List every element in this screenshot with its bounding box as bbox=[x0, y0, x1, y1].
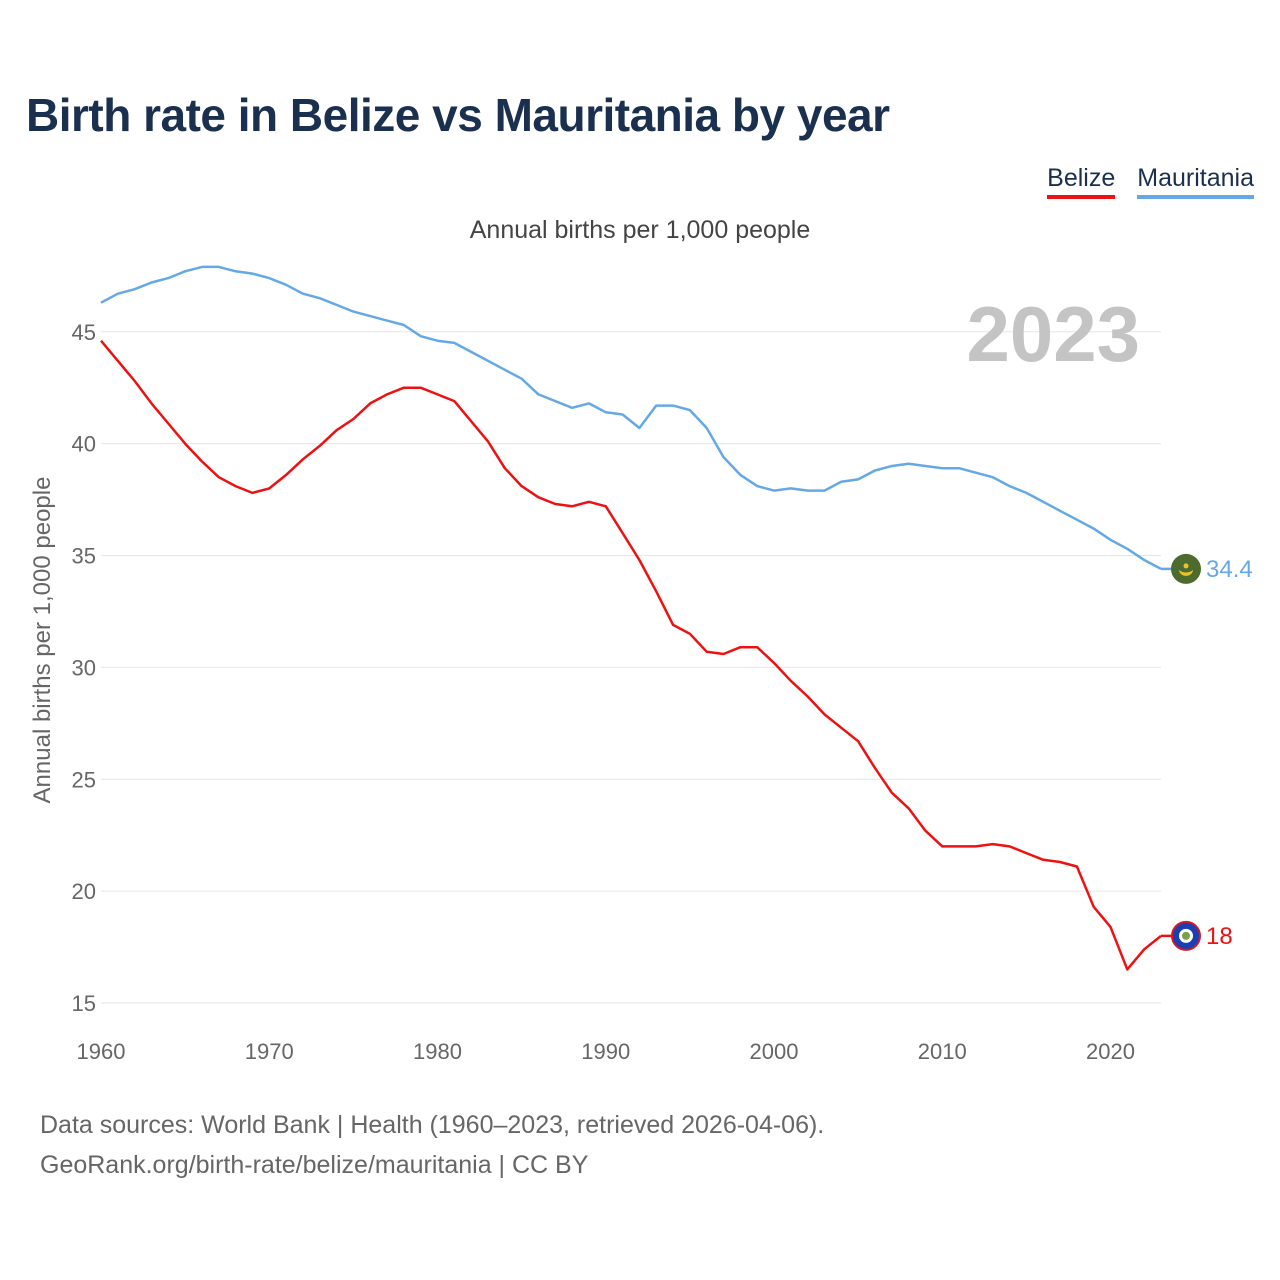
flag-circle bbox=[1171, 553, 1201, 584]
y-axis-label: Annual births per 1,000 people bbox=[29, 477, 56, 804]
x-tick-label: 1990 bbox=[581, 1039, 630, 1064]
legend-item-belize[interactable]: Belize bbox=[1047, 164, 1116, 199]
end-value-label-mauritania: 34.4 bbox=[1206, 556, 1253, 583]
x-tick-label: 1970 bbox=[245, 1039, 294, 1064]
y-tick-label: 45 bbox=[72, 320, 96, 345]
crescent-icon bbox=[1179, 569, 1193, 576]
x-tick-label: 2020 bbox=[1086, 1039, 1135, 1064]
flag-marker-belize bbox=[1171, 920, 1201, 951]
source-line-2[interactable]: GeoRank.org/birth-rate/belize/mauritania… bbox=[40, 1151, 589, 1179]
x-tick-label: 1960 bbox=[77, 1039, 126, 1064]
y-tick-label: 40 bbox=[72, 432, 96, 457]
chart-subtitle: Annual births per 1,000 people bbox=[469, 216, 811, 244]
y-tick-label: 30 bbox=[72, 655, 96, 680]
source-note: Data sources: World Bank | Health (1960–… bbox=[40, 1105, 824, 1185]
legend: Belize Mauritania bbox=[1047, 164, 1254, 199]
y-tick-label: 35 bbox=[72, 544, 96, 569]
x-tick-label: 1980 bbox=[413, 1039, 462, 1064]
grid-lines bbox=[101, 331, 1161, 1004]
series-line-belize bbox=[100, 339, 1162, 971]
legend-item-mauritania[interactable]: Mauritania bbox=[1137, 164, 1254, 199]
y-tick-label: 15 bbox=[72, 991, 96, 1016]
y-tick-label: 20 bbox=[72, 879, 96, 904]
year-watermark: 2023 bbox=[966, 290, 1140, 378]
chart-title: Birth rate in Belize vs Mauritania by ye… bbox=[26, 89, 890, 141]
emblem-center-icon bbox=[1182, 931, 1190, 940]
y-axis: 15 20 25 30 35 40 45 bbox=[72, 320, 96, 1016]
series-end-markers: 18 34.4 bbox=[1161, 553, 1253, 951]
x-axis: 1960 1970 1980 1990 2000 2010 2020 bbox=[77, 1039, 1135, 1064]
flag-marker-mauritania bbox=[1171, 553, 1201, 584]
y-tick-label: 25 bbox=[72, 767, 96, 792]
series-line-mauritania bbox=[100, 265, 1162, 571]
star-icon bbox=[1183, 563, 1189, 569]
end-value-label-belize: 18 bbox=[1206, 923, 1233, 950]
series-lines bbox=[100, 265, 1162, 971]
source-line-1: Data sources: World Bank | Health (1960–… bbox=[40, 1111, 825, 1139]
x-tick-label: 2000 bbox=[750, 1039, 799, 1064]
x-tick-label: 2010 bbox=[918, 1039, 967, 1064]
